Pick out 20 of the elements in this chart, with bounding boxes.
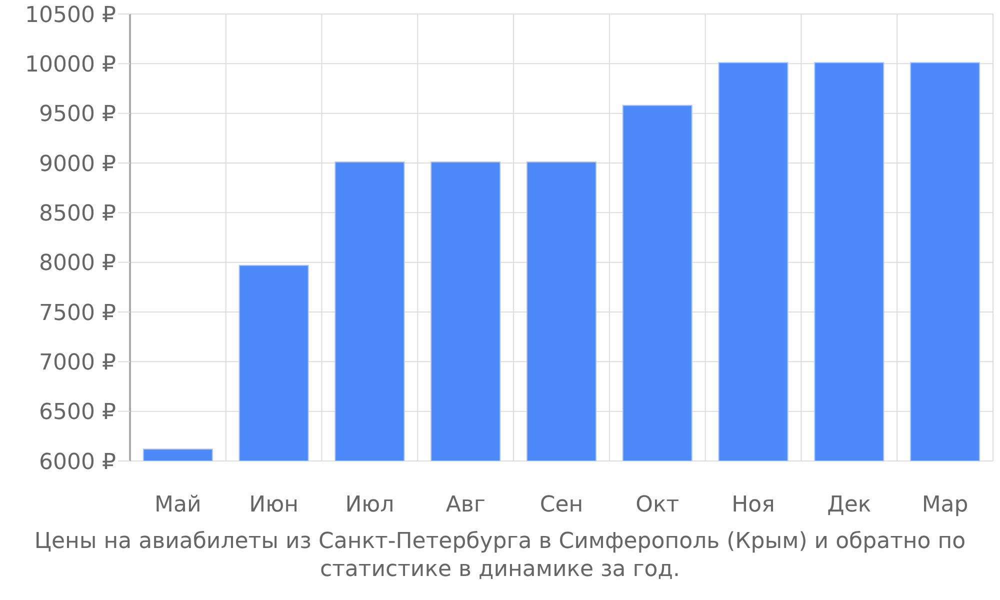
y-tick-label: 7500 ₽ (39, 300, 116, 326)
x-tick-label: Сен (540, 492, 584, 518)
y-tick-label: 10500 ₽ (25, 2, 116, 28)
y-tick-label: 9500 ₽ (39, 102, 116, 128)
x-tick-label: Май (154, 492, 202, 518)
y-tick-label: 9000 ₽ (39, 152, 116, 177)
x-tick-label: Окт (636, 492, 680, 518)
x-tick-label: Июн (249, 492, 299, 518)
y-tick-label: 8000 ₽ (39, 251, 116, 276)
x-tick-label: Мар (922, 492, 968, 518)
y-tick-label: 7000 ₽ (39, 350, 116, 376)
x-tick-label: Июл (345, 492, 394, 518)
y-tick-label: 10000 ₽ (25, 52, 116, 78)
x-tick-label: Ноя (732, 492, 775, 518)
y-tick-label: 6500 ₽ (39, 400, 116, 426)
x-tick-label: Дек (827, 492, 872, 518)
y-tick-label: 8500 ₽ (39, 201, 116, 226)
text: Цены на авиабилеты из Санкт-Петербурга в Симферополь (Крым) и обратно по статистике в динамике за год. (33, 528, 967, 584)
x-tick-label: Авг (446, 492, 486, 518)
y-tick-label: 6000 ₽ (39, 450, 116, 475)
